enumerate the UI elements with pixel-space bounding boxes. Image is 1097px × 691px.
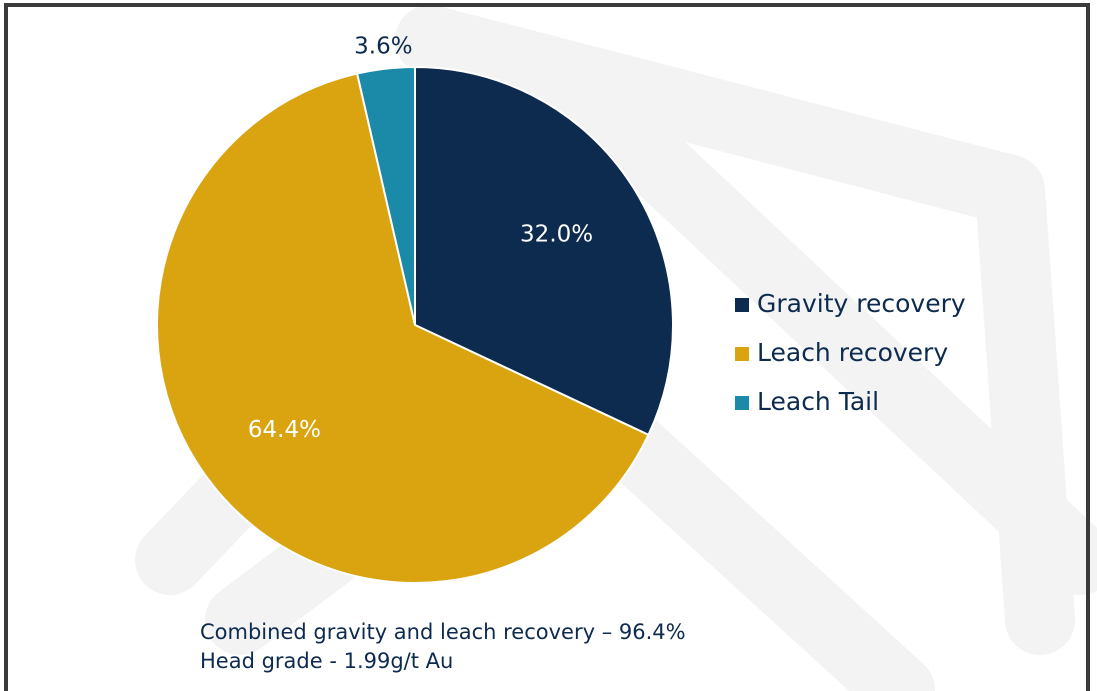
data-label: 64.4%	[248, 417, 321, 443]
data-label: 3.6%	[354, 33, 412, 59]
legend-swatch	[735, 298, 749, 312]
frame	[4, 3, 1090, 691]
pie-slice	[414, 65, 674, 437]
annotation: Head grade - 1.99g/t Au	[200, 649, 453, 673]
legend-label: Gravity recovery	[757, 289, 966, 318]
pie-slice	[355, 65, 416, 326]
pie-slice	[156, 72, 650, 584]
legend-swatch	[735, 396, 749, 410]
legend-label: Leach Tail	[757, 387, 879, 416]
annotation: Combined gravity and leach recovery – 96…	[200, 620, 686, 644]
legend-swatch	[735, 347, 749, 361]
legend-label: Leach recovery	[757, 338, 948, 367]
data-label: 32.0%	[520, 222, 593, 248]
